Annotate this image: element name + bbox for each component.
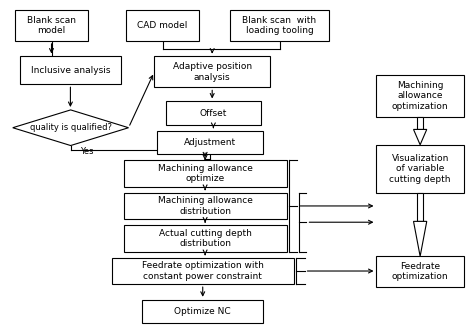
Bar bbox=[15, 10, 88, 41]
Polygon shape bbox=[413, 221, 427, 256]
Text: Actual cutting depth
distribution: Actual cutting depth distribution bbox=[159, 229, 252, 248]
Text: Inclusive analysis: Inclusive analysis bbox=[31, 66, 110, 75]
Text: CAD model: CAD model bbox=[137, 21, 188, 30]
Polygon shape bbox=[413, 129, 427, 145]
Bar bbox=[112, 258, 294, 284]
Text: Adaptive position
analysis: Adaptive position analysis bbox=[173, 62, 252, 82]
Text: Offset: Offset bbox=[200, 109, 227, 118]
Text: quality is qualified?: quality is qualified? bbox=[30, 123, 112, 132]
Bar bbox=[417, 117, 423, 129]
Bar bbox=[417, 193, 423, 221]
Bar bbox=[124, 160, 287, 186]
Bar bbox=[124, 225, 287, 252]
Text: Machining allowance
optimize: Machining allowance optimize bbox=[158, 164, 253, 183]
Bar bbox=[155, 56, 270, 87]
Bar bbox=[376, 75, 464, 117]
Bar bbox=[124, 193, 287, 219]
Polygon shape bbox=[13, 110, 128, 145]
Bar bbox=[19, 56, 121, 84]
Bar bbox=[376, 256, 464, 287]
Text: Blank scan  with
loading tooling: Blank scan with loading tooling bbox=[243, 16, 317, 35]
Bar bbox=[230, 10, 329, 41]
Text: Feedrate optimization with
constant power constraint: Feedrate optimization with constant powe… bbox=[142, 261, 264, 281]
Text: Adjustment: Adjustment bbox=[184, 138, 236, 147]
Text: Machining allowance
distribution: Machining allowance distribution bbox=[158, 196, 253, 216]
Bar bbox=[156, 131, 263, 154]
Text: Visualization
of variable
cutting depth: Visualization of variable cutting depth bbox=[389, 154, 451, 184]
Bar bbox=[143, 300, 263, 323]
Bar bbox=[166, 101, 261, 125]
Bar bbox=[376, 145, 464, 193]
Text: Machining
allowance
optimization: Machining allowance optimization bbox=[392, 81, 448, 111]
Text: Feedrate
optimization: Feedrate optimization bbox=[392, 262, 448, 282]
Bar bbox=[126, 10, 199, 41]
Text: Blank scan
model: Blank scan model bbox=[27, 16, 76, 35]
Text: Optimize NC: Optimize NC bbox=[174, 307, 231, 316]
Text: Yes: Yes bbox=[80, 147, 93, 156]
